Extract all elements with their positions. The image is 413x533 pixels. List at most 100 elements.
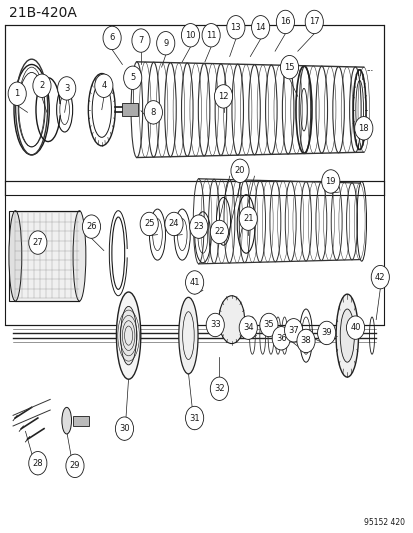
Text: 32: 32	[214, 384, 224, 393]
Text: 21B-420A: 21B-420A	[9, 6, 77, 20]
Circle shape	[304, 10, 323, 34]
Circle shape	[210, 377, 228, 400]
Circle shape	[33, 74, 51, 98]
Circle shape	[206, 313, 224, 337]
Circle shape	[354, 117, 372, 140]
Circle shape	[370, 265, 389, 289]
Circle shape	[28, 451, 47, 475]
Text: 39: 39	[320, 328, 331, 337]
Text: 37: 37	[287, 326, 298, 335]
Circle shape	[251, 15, 269, 39]
Text: 7: 7	[138, 36, 143, 45]
Text: 5: 5	[130, 73, 135, 82]
Text: 40: 40	[349, 323, 360, 332]
Circle shape	[210, 220, 228, 244]
Text: 10: 10	[185, 31, 195, 40]
Text: 19: 19	[325, 177, 335, 186]
Ellipse shape	[218, 296, 244, 344]
Circle shape	[280, 55, 298, 79]
Text: 31: 31	[189, 414, 199, 423]
Text: 25: 25	[144, 220, 154, 229]
Text: 1: 1	[14, 89, 20, 98]
Bar	[9, 211, 79, 301]
Text: 42: 42	[374, 273, 385, 281]
Circle shape	[123, 66, 142, 90]
Text: 30: 30	[119, 424, 130, 433]
Text: 23: 23	[193, 222, 204, 231]
Text: 4: 4	[101, 81, 106, 90]
Text: 6: 6	[109, 34, 114, 43]
Circle shape	[189, 215, 207, 238]
Text: 21: 21	[242, 214, 253, 223]
Polygon shape	[5, 25, 384, 195]
Ellipse shape	[116, 292, 140, 379]
Text: 3: 3	[64, 84, 69, 93]
Ellipse shape	[73, 211, 85, 301]
Ellipse shape	[120, 306, 136, 365]
Circle shape	[296, 329, 314, 353]
Circle shape	[8, 82, 26, 106]
Circle shape	[346, 316, 364, 340]
Circle shape	[239, 316, 257, 340]
Circle shape	[275, 10, 294, 34]
Text: 2: 2	[39, 81, 45, 90]
Text: 27: 27	[33, 238, 43, 247]
Circle shape	[95, 74, 113, 98]
Circle shape	[185, 271, 203, 294]
Text: 11: 11	[205, 31, 216, 40]
Text: 24: 24	[169, 220, 179, 229]
Text: 29: 29	[69, 462, 80, 470]
Circle shape	[140, 212, 158, 236]
Circle shape	[214, 85, 232, 108]
Text: 12: 12	[218, 92, 228, 101]
Text: 34: 34	[242, 323, 253, 332]
Text: 15: 15	[284, 63, 294, 71]
Bar	[73, 416, 89, 426]
Circle shape	[57, 77, 76, 100]
Text: 95152 420: 95152 420	[363, 518, 404, 527]
Circle shape	[66, 454, 84, 478]
Circle shape	[202, 23, 220, 47]
Text: 18: 18	[358, 124, 368, 133]
Circle shape	[317, 321, 335, 345]
Circle shape	[156, 31, 174, 55]
Text: 38: 38	[300, 336, 311, 345]
Text: 17: 17	[308, 18, 319, 27]
Circle shape	[185, 406, 203, 430]
Text: 33: 33	[209, 320, 220, 329]
Circle shape	[271, 327, 290, 350]
Circle shape	[321, 169, 339, 193]
Bar	[122, 103, 138, 116]
Circle shape	[230, 159, 249, 182]
Text: 26: 26	[86, 222, 97, 231]
Ellipse shape	[62, 407, 71, 434]
Text: 22: 22	[214, 228, 224, 237]
Ellipse shape	[178, 297, 197, 374]
Text: 35: 35	[263, 320, 273, 329]
Circle shape	[181, 23, 199, 47]
Circle shape	[164, 212, 183, 236]
Circle shape	[82, 215, 100, 238]
Ellipse shape	[339, 309, 354, 362]
Text: 20: 20	[234, 166, 244, 175]
Circle shape	[132, 29, 150, 52]
Circle shape	[115, 417, 133, 440]
Text: 16: 16	[280, 18, 290, 27]
Text: 13: 13	[230, 23, 241, 32]
Polygon shape	[5, 181, 384, 325]
Circle shape	[239, 207, 257, 230]
Ellipse shape	[335, 294, 358, 377]
Circle shape	[259, 313, 277, 337]
Circle shape	[226, 15, 244, 39]
Circle shape	[144, 101, 162, 124]
Circle shape	[284, 319, 302, 342]
Text: 14: 14	[255, 23, 265, 32]
Text: 36: 36	[275, 334, 286, 343]
Text: 9: 9	[163, 39, 168, 48]
Text: 28: 28	[33, 459, 43, 467]
Circle shape	[103, 26, 121, 50]
Ellipse shape	[9, 211, 22, 301]
Text: 41: 41	[189, 278, 199, 287]
Text: 8: 8	[150, 108, 156, 117]
Circle shape	[28, 231, 47, 254]
